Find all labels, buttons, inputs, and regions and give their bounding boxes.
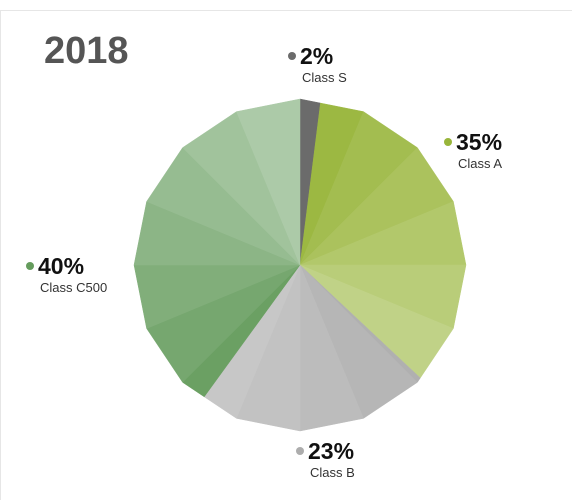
legend-dot (444, 138, 452, 146)
chart-title: 2018 (44, 30, 129, 72)
category-label: Class B (310, 465, 355, 480)
category-label: Class C500 (40, 280, 107, 295)
value-label: 2% (300, 43, 333, 69)
slice-facet (236, 98, 301, 266)
category-label: Class S (302, 70, 347, 85)
legend-dot (26, 262, 34, 270)
legend-dot (288, 52, 296, 60)
category-label: Class A (458, 156, 502, 171)
value-label: 40% (38, 253, 84, 279)
pie-slice (203, 264, 421, 432)
legend-dot (296, 447, 304, 455)
value-label: 35% (456, 129, 502, 155)
pie-slice (133, 98, 301, 398)
pie-slice (299, 102, 467, 379)
value-label: 23% (308, 438, 354, 464)
